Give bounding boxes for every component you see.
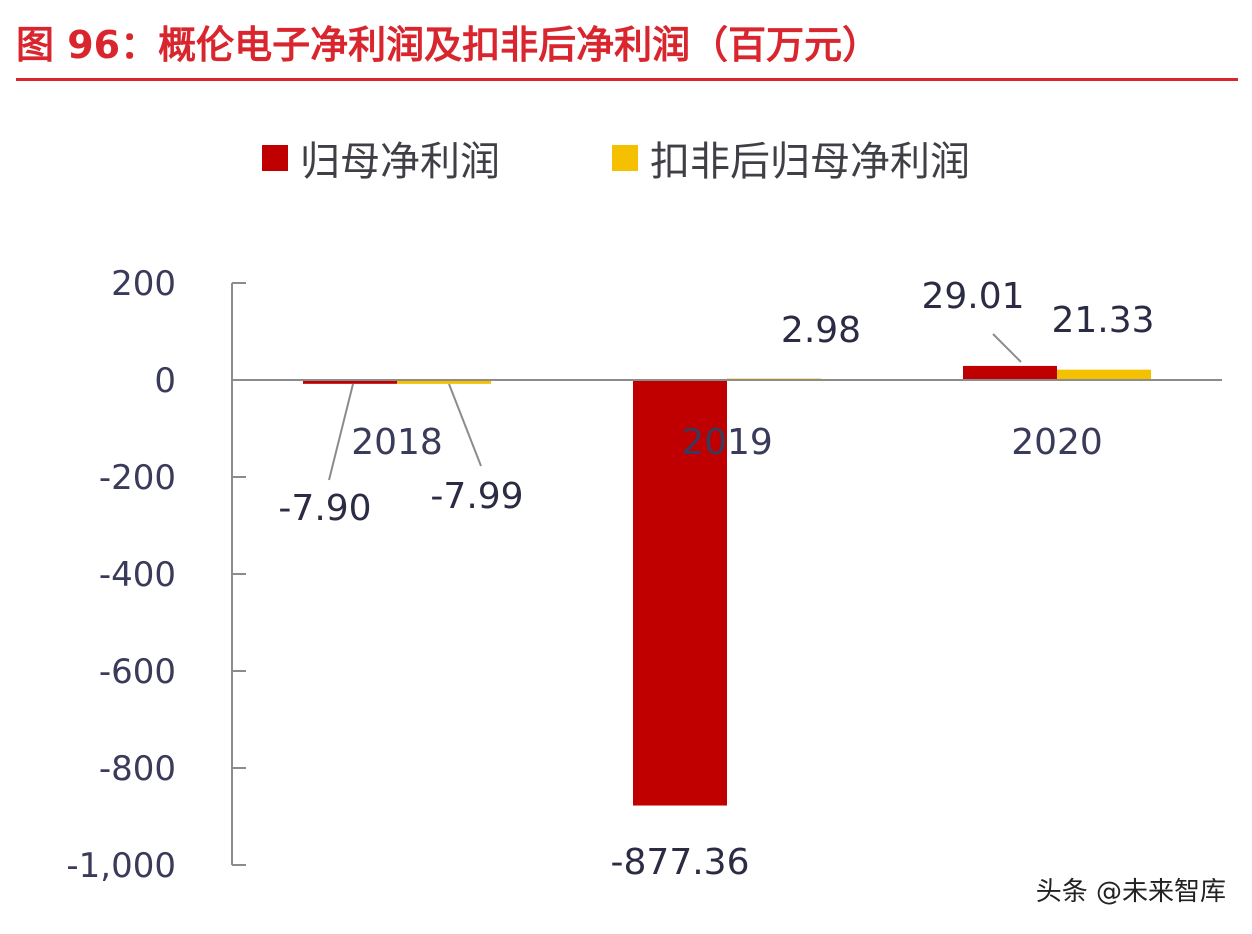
x-category-label: 2019 bbox=[681, 422, 773, 463]
legend-swatch-series2 bbox=[612, 145, 638, 171]
y-tick-label: 0 bbox=[154, 361, 176, 401]
y-tick-label: -1,000 bbox=[66, 846, 176, 886]
data-label: -877.36 bbox=[611, 842, 750, 883]
bar-2-2020 bbox=[1057, 369, 1151, 380]
data-label: 21.33 bbox=[1051, 300, 1154, 341]
bar-1-2019 bbox=[633, 380, 727, 806]
x-category-label: 2018 bbox=[351, 422, 443, 463]
legend-swatch-series1 bbox=[262, 145, 288, 171]
bar-1-2020 bbox=[963, 365, 1057, 380]
legend-label-series2: 扣非后归母净利润 bbox=[650, 139, 970, 185]
legend-item-series2: 扣非后归母净利润 bbox=[612, 132, 970, 185]
watermark-text: 头条 @未来智库 bbox=[1035, 877, 1226, 907]
x-category-label: 2020 bbox=[1011, 422, 1103, 463]
data-label: -7.99 bbox=[430, 476, 523, 517]
leader-line bbox=[992, 333, 1022, 363]
chart-title: 图 96：概伦电子净利润及扣非后净利润（百万元） bbox=[16, 23, 881, 67]
y-tick-label: -600 bbox=[99, 652, 176, 692]
y-tick-label: -400 bbox=[99, 555, 176, 595]
y-tick-label: 200 bbox=[111, 264, 176, 304]
y-tick-label: -800 bbox=[99, 749, 176, 789]
data-label: 2.98 bbox=[781, 310, 861, 351]
legend-label-series1: 归母净利润 bbox=[300, 139, 500, 185]
title-underline bbox=[16, 78, 1238, 81]
data-label: 29.01 bbox=[921, 276, 1024, 317]
data-label: -7.90 bbox=[278, 488, 371, 529]
leader-line bbox=[328, 383, 354, 481]
legend-item-series1: 归母净利润 bbox=[262, 132, 500, 185]
y-tick-label: -200 bbox=[99, 458, 176, 498]
bar-2-2018 bbox=[397, 380, 491, 384]
leader-line bbox=[448, 383, 482, 467]
bar-1-2018 bbox=[303, 380, 397, 384]
